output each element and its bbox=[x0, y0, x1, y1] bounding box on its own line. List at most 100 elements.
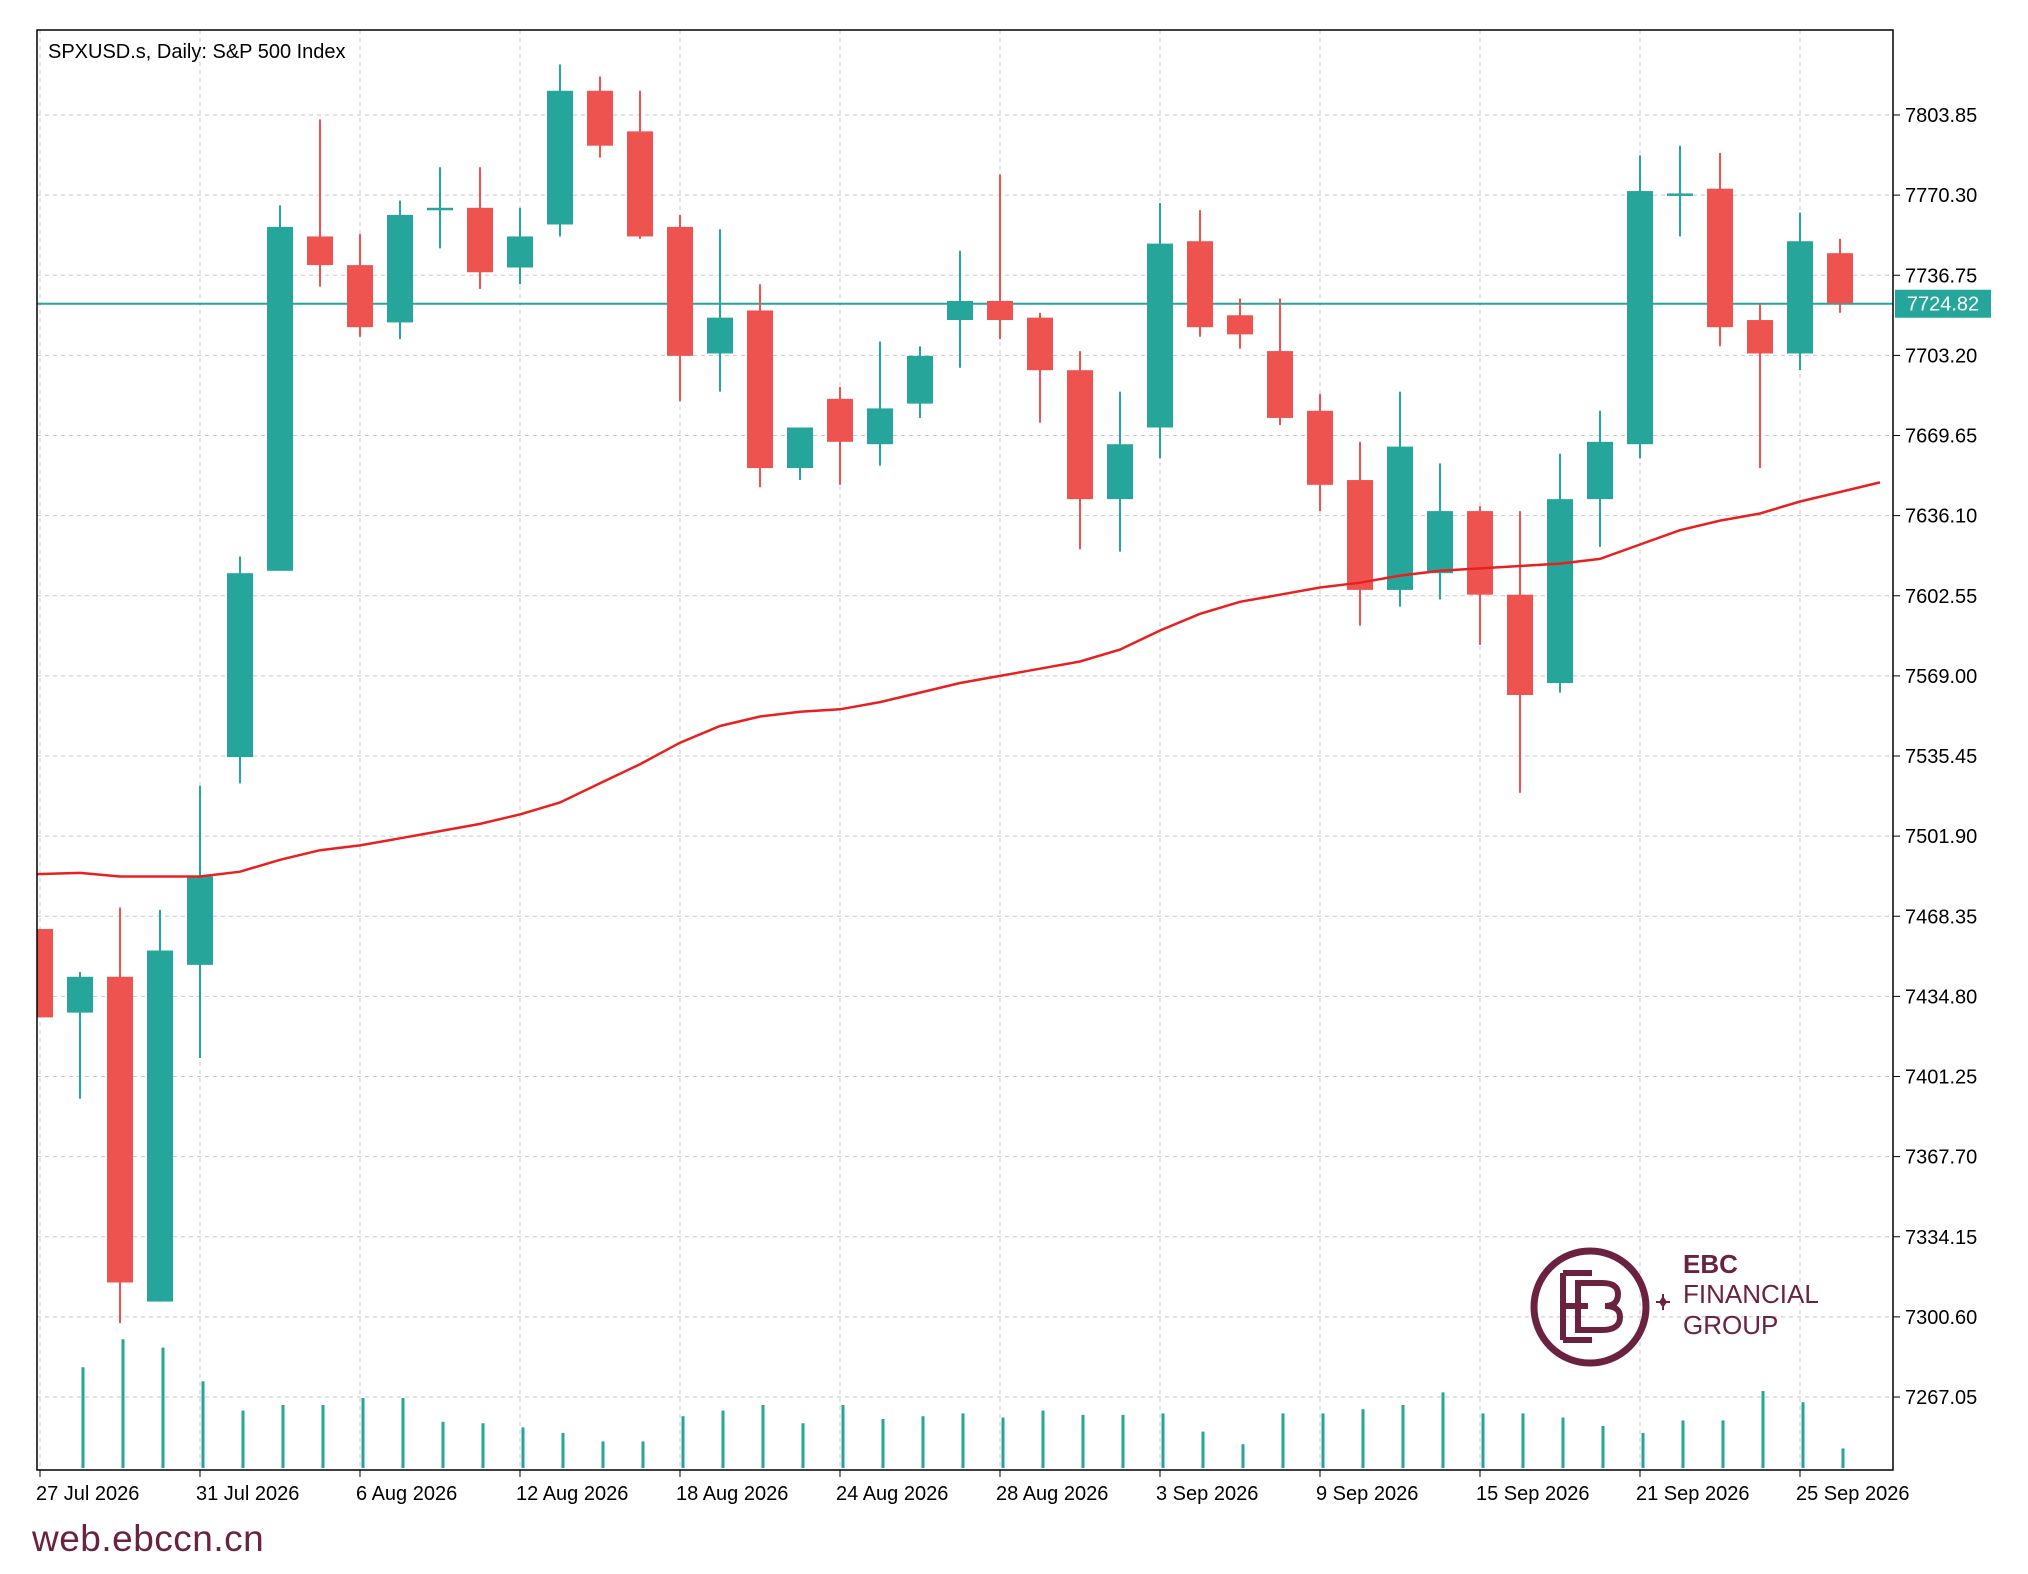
candle bbox=[1147, 203, 1173, 459]
candle bbox=[37, 929, 53, 1018]
candle bbox=[1347, 441, 1373, 626]
candle bbox=[1547, 453, 1573, 693]
candle bbox=[427, 167, 453, 249]
x-tick-label: 25 Sep 2026 bbox=[1796, 1483, 1909, 1505]
website-url[interactable]: web.ebccn.cn bbox=[32, 1518, 265, 1559]
candle-body bbox=[1827, 253, 1853, 304]
y-tick-label: 7401.25 bbox=[1905, 1067, 1977, 1089]
y-tick-label: 7669.65 bbox=[1905, 426, 1977, 448]
candle bbox=[307, 119, 333, 287]
x-tick-label: 18 Aug 2026 bbox=[676, 1483, 788, 1505]
candle-body bbox=[1347, 480, 1373, 590]
candle bbox=[1787, 212, 1813, 371]
y-tick-label: 7602.55 bbox=[1905, 586, 1977, 608]
current-price-label: 7724.82 bbox=[1907, 294, 1979, 316]
candle bbox=[107, 907, 133, 1324]
candle-body bbox=[1747, 320, 1773, 354]
candle-body bbox=[67, 976, 93, 1013]
candle-body bbox=[707, 317, 733, 354]
x-tick-label: 12 Aug 2026 bbox=[516, 1483, 628, 1505]
candle-body bbox=[747, 310, 773, 469]
candle bbox=[747, 284, 773, 488]
candle bbox=[907, 346, 933, 418]
x-tick-label: 9 Sep 2026 bbox=[1316, 1483, 1418, 1505]
y-tick-label: 7736.75 bbox=[1905, 265, 1977, 287]
y-tick-label: 7636.10 bbox=[1905, 506, 1977, 528]
candle-body bbox=[147, 950, 173, 1302]
x-tick-label: 15 Sep 2026 bbox=[1476, 1483, 1589, 1505]
candle bbox=[707, 229, 733, 392]
candle-body bbox=[427, 207, 453, 211]
candle bbox=[1827, 238, 1853, 313]
candle bbox=[587, 76, 613, 158]
candle bbox=[507, 207, 533, 285]
chart-title: SPXUSD.s, Daily: S&P 500 Index bbox=[48, 41, 346, 63]
candle bbox=[1667, 145, 1693, 237]
y-tick-label: 7367.70 bbox=[1905, 1147, 1977, 1169]
y-tick-label: 7535.45 bbox=[1905, 746, 1977, 768]
candle-body bbox=[907, 355, 933, 404]
candle-body bbox=[547, 90, 573, 225]
current-price-box bbox=[1895, 289, 1991, 318]
candle-body bbox=[347, 265, 373, 328]
candle-body bbox=[267, 226, 293, 571]
candle-body bbox=[467, 207, 493, 273]
candle-body bbox=[107, 976, 133, 1283]
y-tick-label: 7770.30 bbox=[1905, 185, 1977, 207]
candle bbox=[1707, 152, 1733, 347]
candle-body bbox=[1427, 511, 1453, 574]
y-tick-label: 7300.60 bbox=[1905, 1307, 1977, 1329]
candle-body bbox=[507, 236, 533, 268]
plot-frame bbox=[36, 29, 1894, 1471]
candle-body bbox=[1027, 317, 1053, 371]
candle-body bbox=[1387, 446, 1413, 590]
candle bbox=[1507, 511, 1533, 793]
candle-body bbox=[827, 398, 853, 442]
logo-text-financial: FINANCIAL bbox=[1683, 1279, 1819, 1309]
y-axis: 7803.85 7770.30 7736.75 7703.20 7669.65 7636.… bbox=[1893, 105, 1977, 1409]
candle-body bbox=[1507, 594, 1533, 695]
candle bbox=[1387, 391, 1413, 607]
logo-text-group: GROUP bbox=[1683, 1310, 1778, 1340]
candle-body bbox=[227, 573, 253, 758]
ebc-logo: EBC FINANCIAL GROUP bbox=[1530, 1247, 1819, 1367]
x-tick-label: 31 Jul 2026 bbox=[196, 1483, 299, 1505]
y-tick-label: 7569.00 bbox=[1905, 666, 1977, 688]
moving-average-layer bbox=[36, 481, 1881, 878]
candle-body bbox=[1627, 191, 1653, 445]
candle-body bbox=[1187, 241, 1213, 328]
candle-body bbox=[947, 300, 973, 321]
candle bbox=[387, 200, 413, 340]
candle-body bbox=[867, 408, 893, 445]
candle-body bbox=[1547, 499, 1573, 684]
candle-body bbox=[1067, 370, 1093, 500]
candle bbox=[227, 556, 253, 784]
candle-body bbox=[1227, 315, 1253, 335]
candle bbox=[1307, 394, 1333, 512]
candles bbox=[37, 64, 1853, 1324]
candle bbox=[1267, 298, 1293, 426]
candle-body bbox=[1787, 241, 1813, 354]
candle-body bbox=[1707, 188, 1733, 328]
candle bbox=[787, 427, 813, 481]
candle bbox=[547, 64, 573, 237]
x-tick-label: 3 Sep 2026 bbox=[1156, 1483, 1258, 1505]
candle bbox=[1107, 391, 1133, 552]
x-tick-label: 6 Aug 2026 bbox=[356, 1483, 457, 1505]
candle-body bbox=[1267, 351, 1293, 418]
candle-body bbox=[987, 300, 1013, 321]
candle bbox=[827, 386, 853, 485]
y-tick-label: 7468.35 bbox=[1905, 906, 1977, 928]
logo-spark-icon bbox=[1656, 1294, 1670, 1310]
candle bbox=[627, 90, 653, 239]
x-tick-label: 27 Jul 2026 bbox=[36, 1483, 139, 1505]
candle bbox=[267, 205, 293, 571]
candle-body bbox=[1587, 441, 1613, 500]
x-axis: 27 Jul 2026 31 Jul 2026 6 Aug 2026 12 Aug 2… bbox=[36, 1470, 1909, 1505]
candle bbox=[347, 234, 373, 337]
candle-body bbox=[667, 226, 693, 356]
candle bbox=[947, 250, 973, 368]
x-tick-label: 24 Aug 2026 bbox=[836, 1483, 948, 1505]
